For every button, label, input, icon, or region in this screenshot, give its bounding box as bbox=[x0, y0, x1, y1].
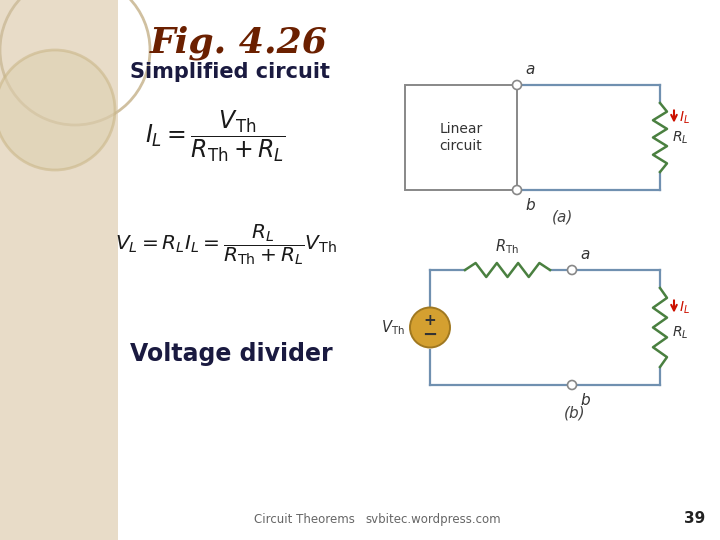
Text: b: b bbox=[525, 198, 535, 213]
Text: Linear
circuit: Linear circuit bbox=[439, 123, 482, 153]
Text: Fig. 4.26: Fig. 4.26 bbox=[150, 25, 328, 59]
Circle shape bbox=[410, 307, 450, 348]
Text: $I_L$: $I_L$ bbox=[679, 300, 690, 316]
Bar bbox=[0, 0, 118, 540]
Text: $R_L$: $R_L$ bbox=[672, 129, 688, 146]
Text: −: − bbox=[423, 326, 438, 343]
Text: $V_L = R_L I_L = \dfrac{R_L}{R_{\rm Th} + R_L} V_{\rm Th}$: $V_L = R_L I_L = \dfrac{R_L}{R_{\rm Th} … bbox=[115, 222, 337, 267]
Text: $R_L$: $R_L$ bbox=[672, 325, 688, 341]
Text: +: + bbox=[423, 313, 436, 328]
Text: (a): (a) bbox=[552, 210, 573, 225]
Circle shape bbox=[0, 50, 115, 170]
Circle shape bbox=[513, 80, 521, 90]
Text: Simplified circuit: Simplified circuit bbox=[130, 62, 330, 82]
Text: Circuit Theorems: Circuit Theorems bbox=[254, 513, 355, 526]
Text: b: b bbox=[580, 393, 590, 408]
Bar bbox=[405, 85, 517, 190]
Text: 39: 39 bbox=[684, 511, 705, 526]
Circle shape bbox=[567, 381, 577, 389]
Text: $I_L$: $I_L$ bbox=[679, 110, 690, 126]
Text: $I_L = \dfrac{V_{\rm Th}}{R_{\rm Th} + R_L}$: $I_L = \dfrac{V_{\rm Th}}{R_{\rm Th} + R… bbox=[145, 108, 286, 164]
Circle shape bbox=[567, 266, 577, 274]
Text: a: a bbox=[525, 62, 534, 77]
Text: (b): (b) bbox=[564, 405, 586, 420]
Text: $V_{\rm Th}$: $V_{\rm Th}$ bbox=[381, 318, 405, 337]
Text: a: a bbox=[580, 247, 590, 262]
Circle shape bbox=[513, 186, 521, 194]
Text: Voltage divider: Voltage divider bbox=[130, 342, 333, 366]
Text: $R_{\rm Th}$: $R_{\rm Th}$ bbox=[495, 237, 520, 256]
Text: svbitec.wordpress.com: svbitec.wordpress.com bbox=[365, 513, 500, 526]
